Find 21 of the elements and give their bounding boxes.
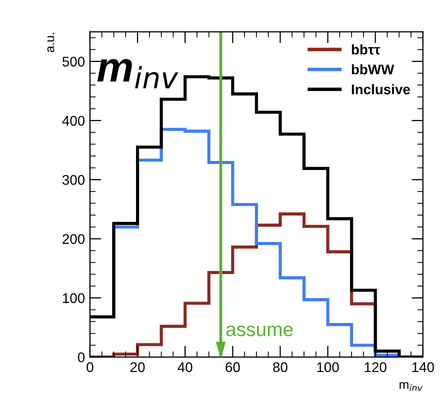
y-axis-title: a.u. [47,32,54,52]
legend-label: Inclusive [352,84,410,94]
y-tick-label: 300 [62,175,85,185]
y-tick-label: 200 [62,234,85,244]
legend-label: bbττ [352,44,380,55]
x-tick-label: 120 [364,362,386,372]
x-tick-label: 40 [178,362,192,372]
y-tick-label: 100 [62,293,85,304]
ref-line-label: assume [226,326,293,336]
x-tick-label: 0 [86,362,94,372]
x-tick-label: 100 [317,362,339,372]
x-axis-title: m$_{inv}$ [400,382,423,391]
x-tick-label: 20 [130,362,145,372]
x-tick-label: 140 [412,362,434,372]
text: m$_{inv}$ [97,59,178,88]
y-tick-label: 500 [62,56,85,67]
x-tick-label: 60 [226,362,240,372]
x-tick-label: 80 [273,362,288,372]
y-tick-label: 0 [78,352,85,362]
legend-label: bbWW [352,64,394,74]
y-tick-label: 400 [62,116,85,126]
